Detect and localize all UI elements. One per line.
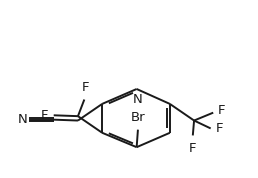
Text: F: F: [82, 81, 89, 94]
Text: F: F: [189, 142, 197, 155]
Text: Br: Br: [131, 111, 145, 124]
Text: N: N: [18, 113, 28, 126]
Text: F: F: [218, 104, 225, 117]
Text: F: F: [215, 122, 223, 135]
Text: F: F: [41, 109, 49, 122]
Text: N: N: [132, 93, 142, 106]
